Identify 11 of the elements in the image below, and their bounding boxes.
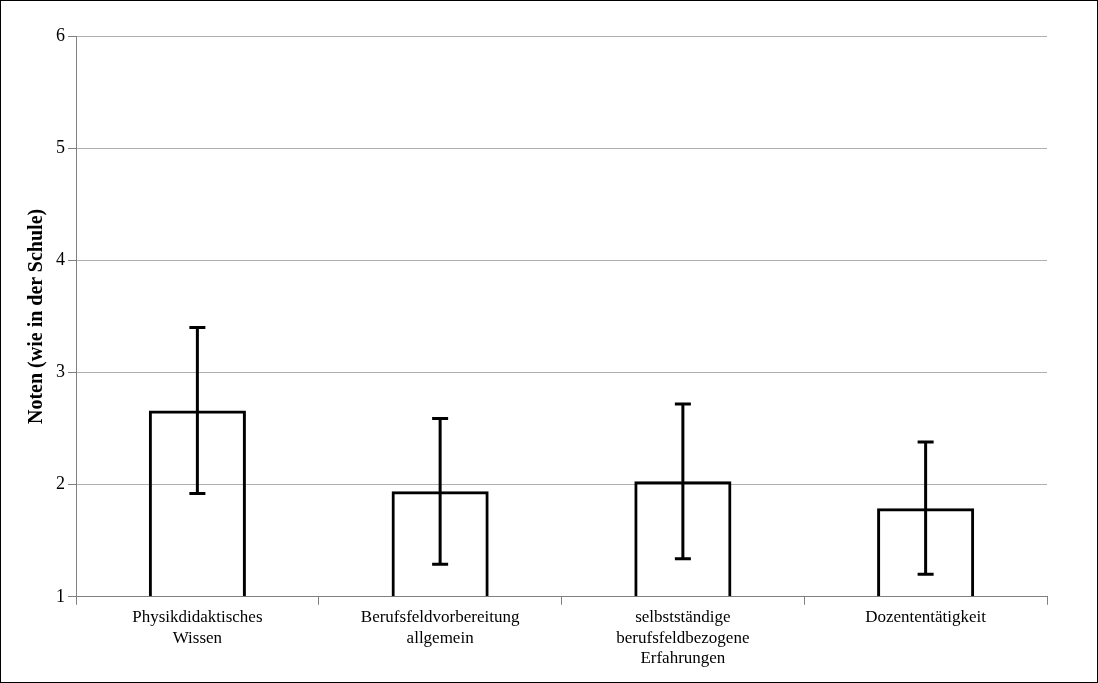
y-tick-label: 4 — [56, 249, 65, 270]
y-axis-title: Noten (wie in der Schule) — [24, 208, 48, 424]
y-tick-label: 1 — [56, 585, 65, 606]
x-tick-label: Physikdidaktisches Wissen — [132, 607, 263, 647]
x-tick-label: Dozententätigkeit — [865, 607, 987, 627]
y-tick-label: 3 — [56, 361, 65, 382]
x-tick-label: selbstständige berufsfeldbezogene Erfahrungen — [616, 607, 750, 668]
x-tick-label: Berufsfeldvorbereitung allgemein — [360, 607, 520, 647]
y-tick-label: 6 — [56, 24, 65, 45]
y-tick-label: 5 — [56, 136, 65, 157]
y-tick-label: 2 — [56, 473, 65, 494]
